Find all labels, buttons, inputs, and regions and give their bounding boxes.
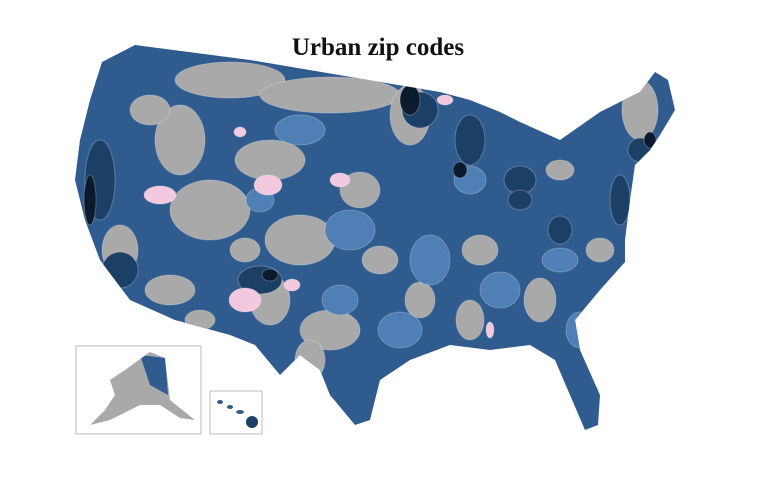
zip-region [324,209,376,251]
zip-region [609,174,631,226]
zip-regions [83,61,659,381]
zip-region [154,104,206,176]
hawaii-inset [209,390,263,435]
alaska-inset [75,345,202,435]
zip-region [479,271,521,309]
zip-region [547,215,573,245]
zip-region [643,131,657,149]
zip-region [339,171,381,209]
zip-region [144,274,196,306]
zip-region [361,245,399,275]
zip-region [283,278,301,292]
island [246,416,258,428]
zip-region [507,189,533,211]
zip-region [229,237,261,263]
zip-region [409,234,451,286]
zip-region [129,94,171,126]
zip-region [174,61,286,99]
zip-region [545,159,575,181]
zip-region [261,268,279,282]
us-outline [75,45,675,430]
zip-region [454,114,486,166]
zip-region [404,281,436,319]
zip-region [585,237,615,263]
zip-region [253,174,283,196]
zip-region [169,179,251,241]
zip-region [143,185,177,205]
zip-region [233,126,247,138]
zip-region [234,139,306,181]
zip-region [399,84,421,116]
zip-region [485,321,495,339]
zip-region [274,114,326,146]
zip-region [523,277,557,323]
zip-region [228,287,262,313]
zip-region [83,174,97,226]
alaska-urban [140,355,168,395]
zip-region [621,79,659,141]
zip-region [259,76,401,114]
zip-region [294,339,326,381]
map-title: Urban zip codes [292,34,465,61]
zip-region [565,311,595,349]
zip-region [541,247,579,273]
island [217,400,223,404]
hawaii [217,400,258,428]
zip-region [329,172,351,188]
zip-region [461,234,499,266]
zip-region [321,284,359,316]
zip-region [264,214,336,266]
island [227,405,233,409]
zip-region [377,311,423,349]
zip-region [101,251,139,289]
zip-region [452,161,468,179]
zip-region [184,309,216,331]
zip-region [436,94,454,106]
alaska [90,352,195,425]
island [236,410,244,414]
zip-region [455,299,485,341]
